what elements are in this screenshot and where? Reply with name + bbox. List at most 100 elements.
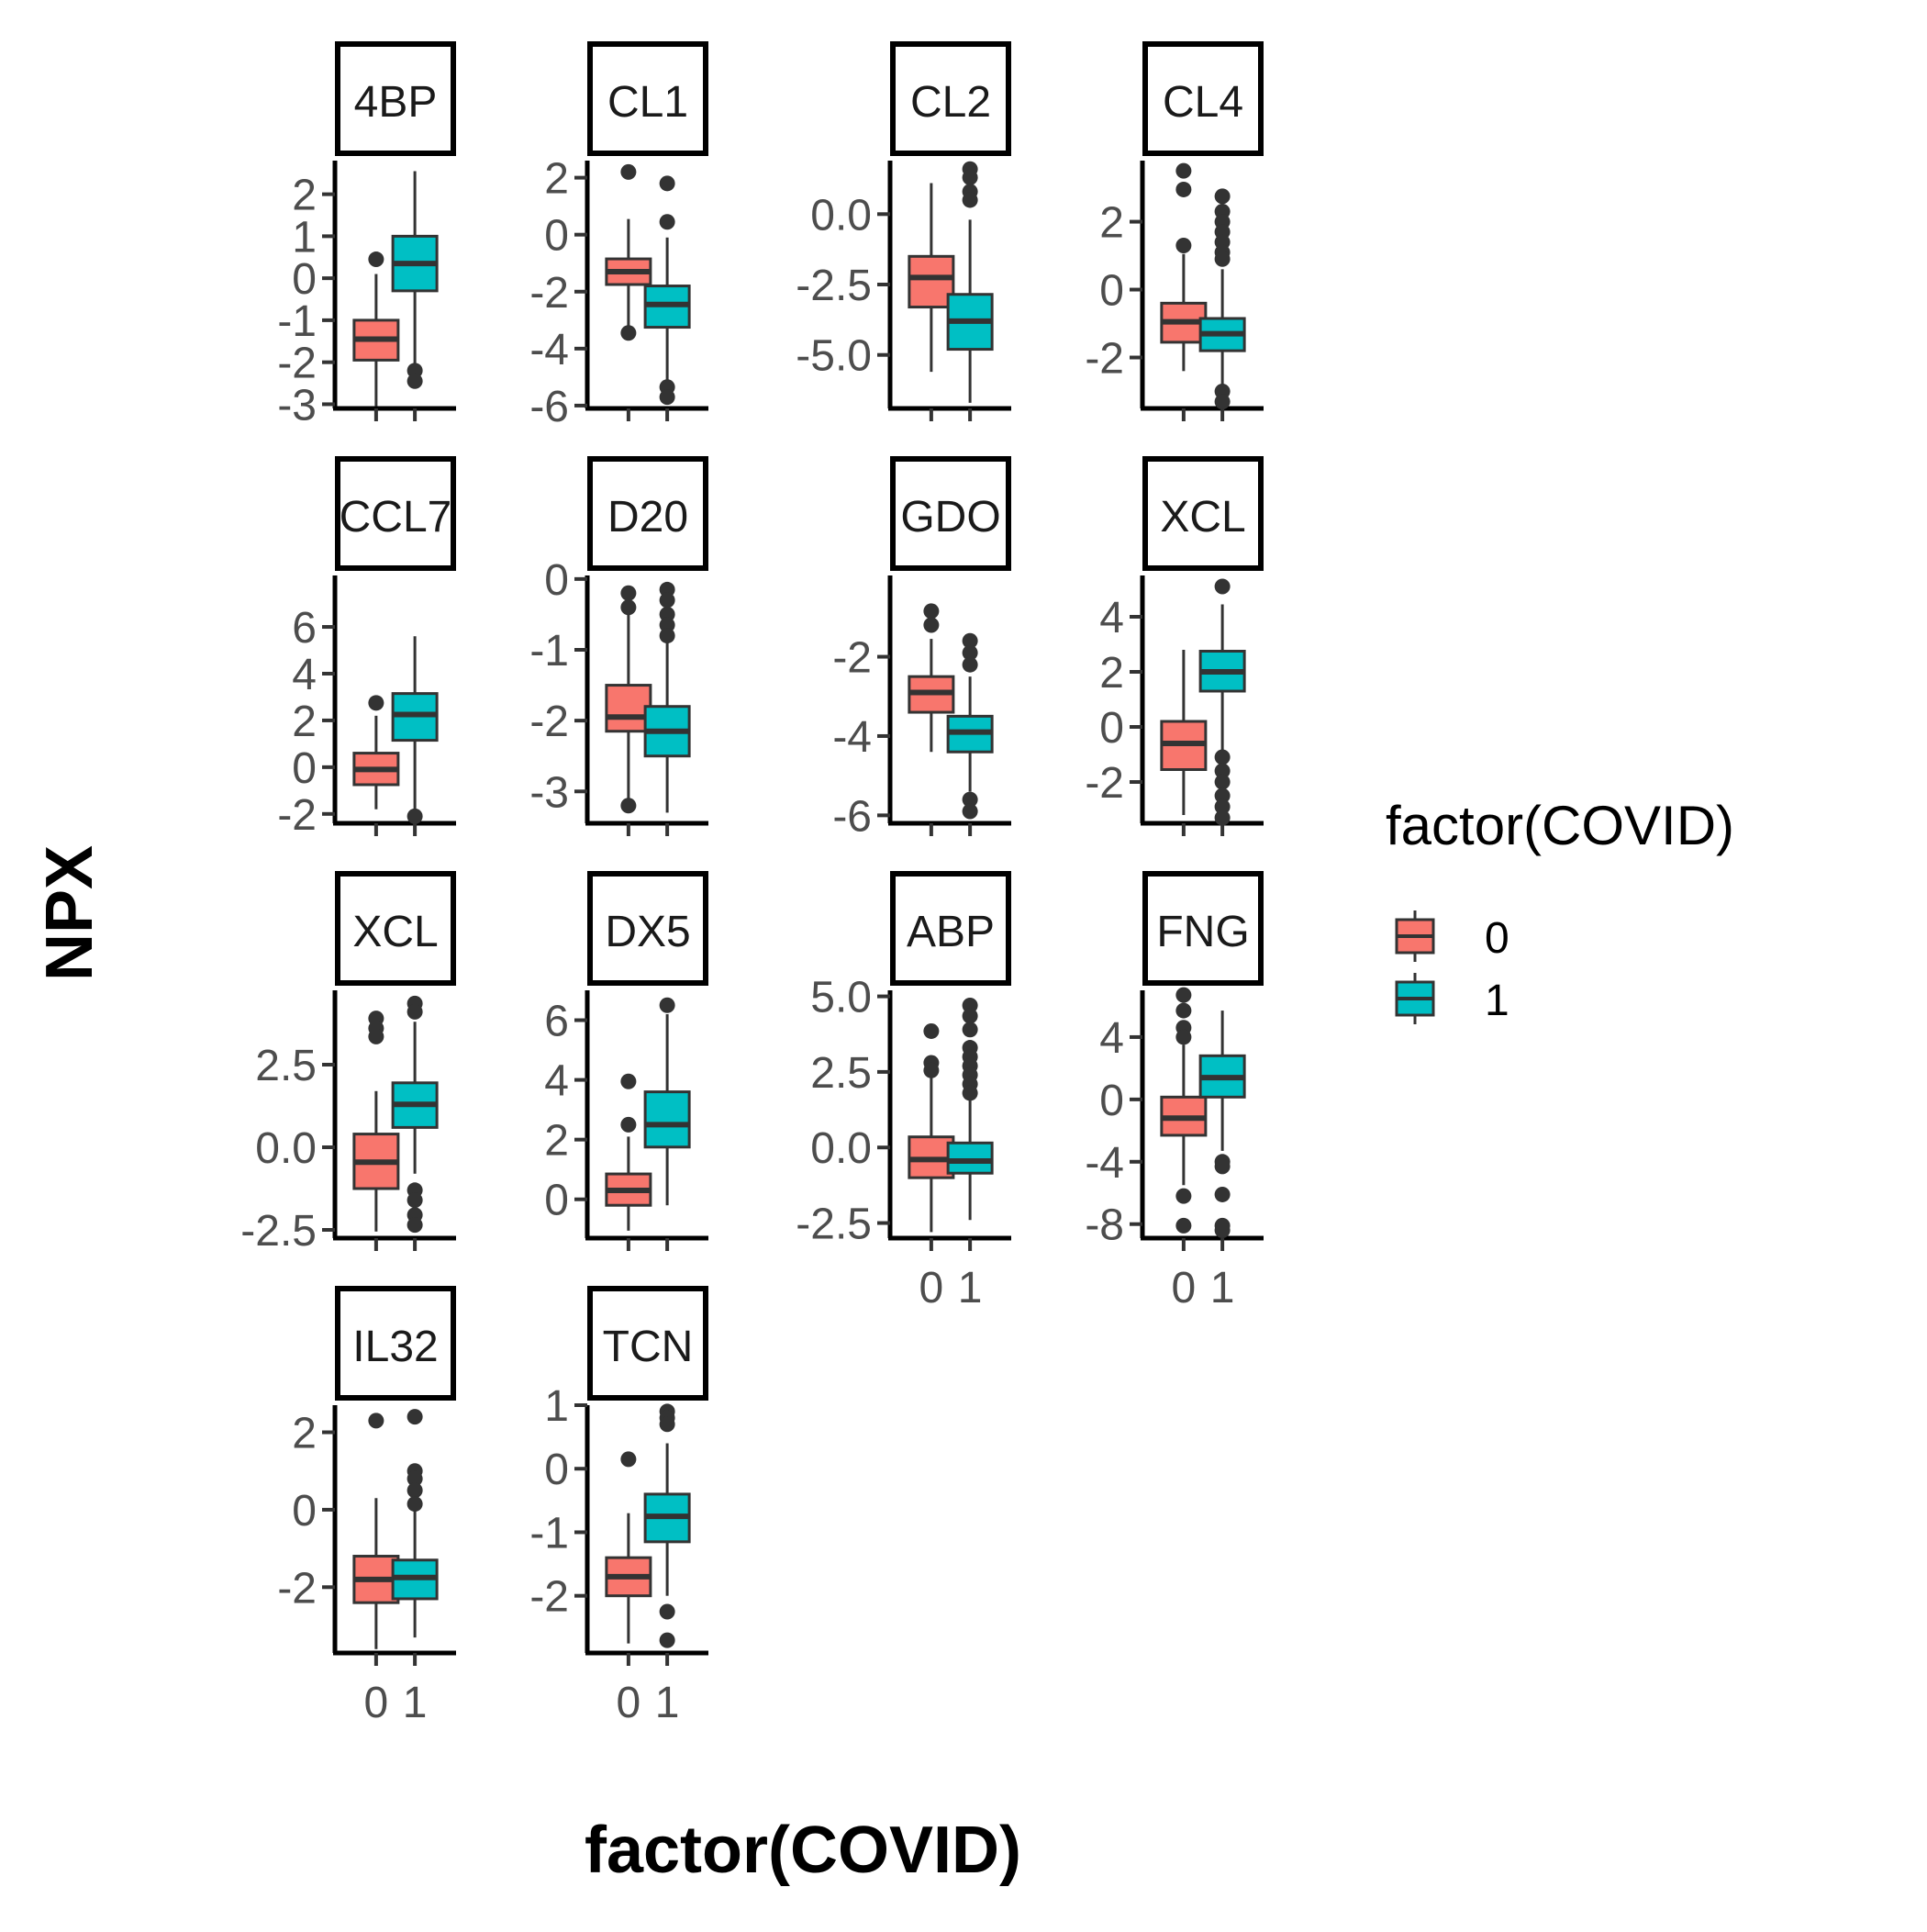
y-tick-label: 0: [544, 556, 569, 605]
box-iqr: [946, 1141, 994, 1175]
facet-strip: [335, 41, 456, 156]
y-tick-label: 4: [1099, 594, 1124, 642]
outlier-point: [1214, 810, 1231, 826]
y-tick-label: 0: [1099, 704, 1124, 753]
outlier-point: [368, 695, 384, 711]
outlier-point: [620, 599, 637, 616]
box-group-1: [643, 1403, 691, 1648]
x-axis-title: factor(COVID): [585, 1814, 1021, 1887]
facet-strip: [1142, 456, 1264, 571]
box-group-1: [946, 632, 994, 820]
facet-strip: [890, 41, 1011, 156]
outlier-point: [659, 1632, 675, 1648]
outlier-point: [659, 997, 675, 1013]
outlier-point: [620, 325, 637, 341]
y-tick-label: -1: [277, 297, 317, 346]
y-tick-label: -4: [529, 326, 569, 374]
y-tick-label: -2.5: [796, 1201, 872, 1249]
outlier-point: [962, 192, 978, 208]
outlier-point: [620, 1451, 637, 1468]
facet-strip: [890, 456, 1011, 571]
facet-strip: [1142, 41, 1264, 156]
y-axis-title: NPX: [33, 845, 106, 981]
y-tick-label: 5.0: [810, 974, 872, 1022]
box-group-1: [1198, 188, 1246, 410]
box-iqr: [908, 254, 955, 309]
outlier-point: [1214, 749, 1231, 765]
outlier-point: [620, 1073, 637, 1089]
y-tick-label: -5.0: [796, 332, 872, 381]
y-tick-label: 0: [1099, 267, 1124, 316]
facet-strip: [335, 871, 456, 986]
y-tick-label: -2: [277, 791, 317, 840]
outlier-point: [923, 603, 940, 620]
outlier-point: [407, 1217, 423, 1234]
y-tick-label: 4: [544, 1057, 569, 1106]
facet-panel: 4BP 210-1-2-3: [277, 41, 456, 430]
x-tick-label: 1: [403, 1679, 428, 1727]
y-tick-label: 2: [544, 1117, 569, 1166]
outlier-point: [659, 389, 675, 406]
box-group-0: [352, 1011, 400, 1232]
box-iqr: [605, 684, 652, 733]
box-group-0: [908, 183, 955, 373]
box-group-0: [352, 1413, 400, 1649]
y-tick-label: -2: [832, 634, 872, 683]
facet-strip-label: CL1: [607, 78, 688, 127]
outlier-point: [923, 1062, 940, 1078]
y-tick-label: 6: [544, 998, 569, 1046]
y-tick-label: -2: [277, 1564, 317, 1613]
facet-panel: CL1 2 0 -2 -4 -6: [529, 41, 708, 431]
x-tick-label: 0: [364, 1679, 389, 1727]
legend-label: 1: [1485, 977, 1509, 1025]
outlier-point: [1214, 251, 1231, 267]
y-tick-label: 0.0: [255, 1124, 317, 1173]
y-tick-label: 2: [1099, 199, 1124, 248]
outlier-point: [659, 175, 675, 192]
box-group-0: [352, 695, 400, 810]
outlier-point: [1214, 394, 1231, 410]
outlier-point: [962, 791, 978, 808]
outlier-point: [1214, 1186, 1231, 1202]
y-tick-label: 2: [292, 1410, 317, 1458]
y-tick-label: -6: [529, 383, 569, 431]
y-tick-label: -1: [529, 627, 569, 676]
facet-strip-label: FNG: [1156, 908, 1249, 956]
y-tick-label: -4: [1085, 1139, 1124, 1188]
facet-strip: [587, 456, 708, 571]
facet-strip: [587, 871, 708, 986]
y-tick-label: -2: [529, 698, 569, 746]
x-tick-label: 0: [919, 1264, 944, 1312]
facet-strip-label: DX5: [605, 908, 690, 956]
outlier-point: [1175, 987, 1192, 1003]
y-tick-label: 0: [544, 212, 569, 261]
y-tick-label: 2: [1099, 649, 1124, 698]
y-tick-label: -1: [529, 1509, 569, 1558]
box-group-1: [391, 636, 439, 824]
facet-strip-label: D20: [607, 493, 688, 542]
outlier-point: [407, 373, 423, 389]
outlier-point: [407, 808, 423, 824]
outlier-point: [962, 1022, 978, 1038]
outlier-point: [620, 1116, 637, 1133]
y-tick-label: 0: [1099, 1077, 1124, 1125]
facet-panel: ABP 5.0 2.5 0.0 -2.5 0 1: [796, 871, 1011, 1312]
y-tick-label: 0: [544, 1177, 569, 1225]
y-tick-label: 4: [292, 651, 317, 699]
facet-panel: CL2 0.0 -2.5 -5.0: [796, 41, 1011, 421]
outlier-point: [962, 656, 978, 673]
y-tick-label: -2: [1085, 759, 1124, 808]
y-tick-label: -6: [832, 792, 872, 841]
outlier-point: [368, 251, 384, 268]
facet-panel: CL4 2 0 -2: [1085, 41, 1264, 421]
outlier-point: [962, 644, 978, 661]
y-tick-label: -2.5: [240, 1207, 317, 1256]
outlier-point: [620, 798, 637, 814]
y-tick-label: 0.0: [810, 191, 872, 240]
y-tick-label: -2: [1085, 335, 1124, 384]
